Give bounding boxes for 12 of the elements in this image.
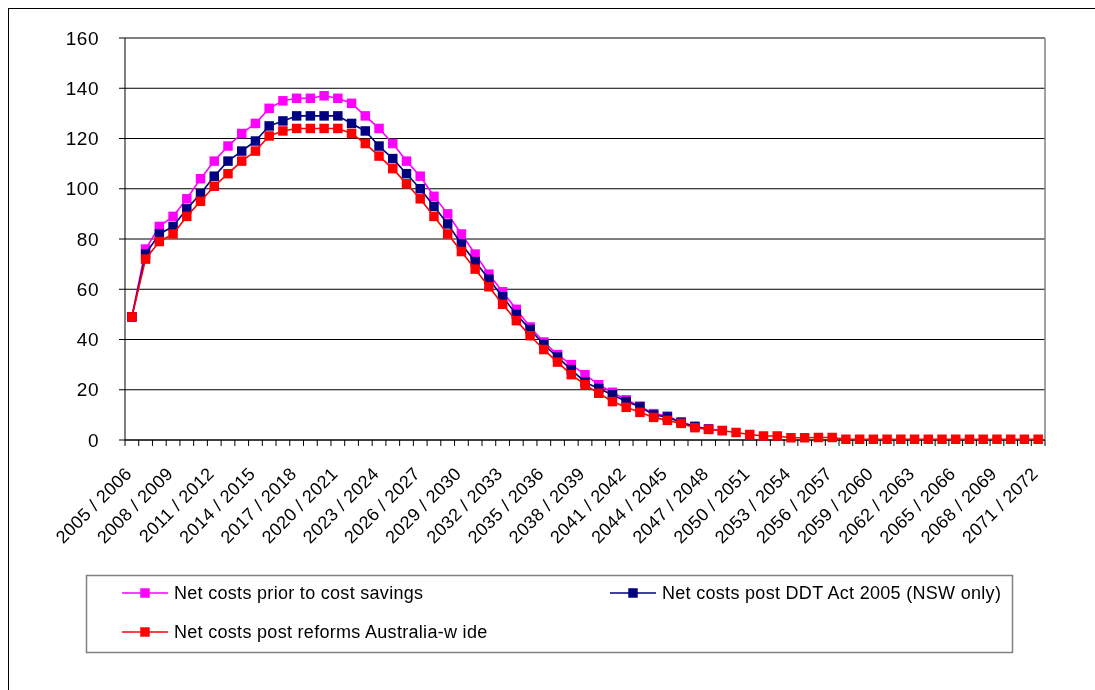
y-tick-label: 20 (76, 379, 99, 401)
y-tick-label: 120 (65, 128, 99, 149)
y-tick-label: 0 (87, 429, 99, 451)
legend-label: Net costs post reforms Australia-w ide (174, 622, 488, 642)
y-tick-label: 160 (65, 27, 99, 49)
y-tick-label: 60 (76, 278, 99, 300)
y-tick-label: 80 (76, 228, 99, 250)
y-tick-label: 140 (65, 77, 99, 99)
legend-label: Net costs prior to cost savings (174, 583, 424, 603)
legend-label: Net costs post DDT Act 2005 (NSW only) (662, 583, 1002, 603)
y-tick-label: 40 (76, 329, 99, 350)
y-tick-label: 100 (65, 178, 99, 200)
